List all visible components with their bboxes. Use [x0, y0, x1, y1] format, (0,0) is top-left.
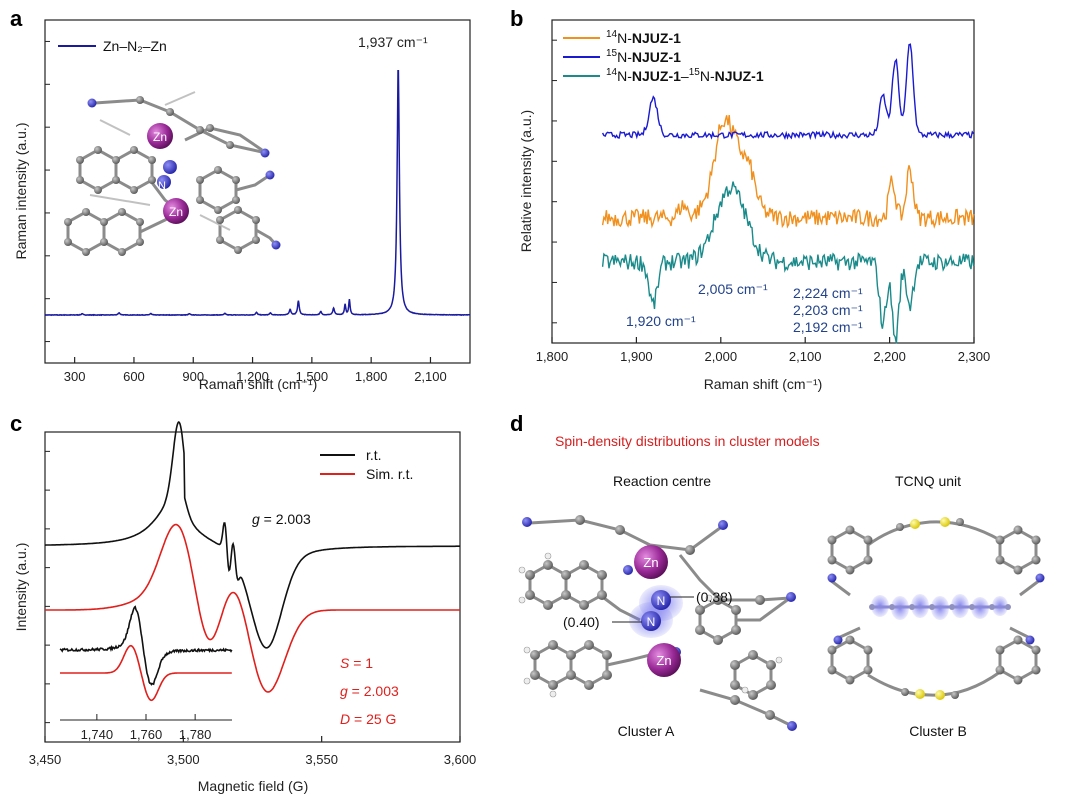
- inset-series-sim: [60, 644, 232, 702]
- spin-value-040: (0.40): [563, 614, 600, 630]
- legend-label-14n: 14N-NJUZ-1: [606, 29, 681, 46]
- panel-b-y-ticks: [552, 39, 557, 324]
- c-x-tick-label: 3,500: [167, 752, 200, 767]
- inset-tick-label: 1,740: [81, 727, 114, 742]
- c-x-tick-label: 3,550: [305, 752, 338, 767]
- y-axis-label-b: Relative intensity (a.u.): [518, 110, 534, 252]
- panel-c-inset: 1,740 1,760 1,780: [59, 605, 233, 742]
- series-line-14n-njuz-1: [601, 115, 975, 229]
- atom-label-n2-d: N: [647, 615, 656, 629]
- legend-label-rt: r.t.: [366, 447, 382, 463]
- inset-series-rt: [59, 605, 233, 686]
- panel-a-y-ticks: [45, 40, 50, 343]
- panel-label-c: c: [10, 411, 22, 436]
- g-value-label: g = 2.003: [252, 511, 311, 527]
- series-line-sim-rt: [45, 523, 460, 693]
- panel-a: a 300 600 900 1,200 1,500 1,800 2,100 Zn–N₂–Zn…: [10, 6, 471, 392]
- annotation-2192: 2,192 cm⁻¹: [793, 319, 863, 335]
- series-line-rt: [45, 421, 460, 649]
- panel-c-y-ticks: [45, 450, 50, 724]
- a-x-tick-label: 1,800: [355, 369, 388, 384]
- zn-n2-zn-structure-illustration: Zn N N Zn: [64, 91, 281, 256]
- y-axis-label-c: Intensity (a.u.): [13, 543, 29, 632]
- b-x-tick-label: 2,200: [873, 349, 906, 364]
- cluster-a-structure-illustration: Zn N N Zn (0.38) (0.40): [518, 515, 797, 731]
- sim-param-d: D = 25 G: [340, 711, 396, 727]
- tcnq-unit-header: TCNQ unit: [895, 473, 961, 489]
- x-axis-label-a: Raman shift (cm⁻¹): [199, 376, 318, 392]
- annotation-2005: 2,005 cm⁻¹: [698, 281, 768, 297]
- annotation-2224: 2,224 cm⁻¹: [793, 285, 863, 301]
- panel-c: c 3,450 3,500 3,550 3,600 r.t. Sim. r.t. g …: [10, 411, 476, 794]
- sim-param-g: g = 2.003: [340, 683, 399, 699]
- b-x-tick-label: 1,800: [536, 349, 569, 364]
- panel-label-b: b: [510, 6, 523, 31]
- series-line-zn-n2-zn: [44, 69, 470, 317]
- legend-label-a: Zn–N₂–Zn: [103, 38, 167, 54]
- atom-label-n2-a: N: [158, 180, 166, 192]
- peak-label-1937: 1,937 cm⁻¹: [358, 34, 428, 50]
- cluster-a-caption: Cluster A: [618, 723, 675, 739]
- atom-label-zn-bottom-d: Zn: [656, 653, 671, 668]
- cluster-b-caption: Cluster B: [909, 723, 967, 739]
- b-x-tick-label: 1,900: [620, 349, 653, 364]
- legend-label-15n: 15N-NJUZ-1: [606, 48, 681, 65]
- panel-a-frame: [44, 19, 471, 364]
- panel-b-frame: [551, 19, 975, 344]
- y-axis-label-a: Raman intensity (a.u.): [13, 123, 29, 260]
- a-x-tick-label: 1,500: [296, 369, 329, 384]
- x-axis-label-c: Magnetic field (G): [198, 778, 308, 794]
- panel-label-d: d: [510, 411, 523, 436]
- panel-c-x-ticks: 3,450 3,500 3,550 3,600: [29, 736, 477, 767]
- a-x-tick-label: 300: [64, 369, 86, 384]
- inset-tick-label: 1,760: [130, 727, 163, 742]
- annotation-1920: 1,920 cm⁻¹: [626, 313, 696, 329]
- a-x-tick-label: 600: [123, 369, 145, 384]
- atom-label-n1-a: N: [176, 162, 184, 174]
- a-x-tick-label: 1,200: [236, 369, 269, 384]
- panel-label-a: a: [10, 6, 23, 31]
- reaction-centre-header: Reaction centre: [613, 473, 711, 489]
- legend-label-sim: Sim. r.t.: [366, 466, 413, 482]
- inset-x-ticks: 1,740 1,760 1,780: [81, 714, 212, 742]
- panel-c-frame: [44, 431, 461, 743]
- panel-d: d Spin-density distributions in cluster …: [510, 411, 1045, 739]
- annotation-2203: 2,203 cm⁻¹: [793, 302, 863, 318]
- panel-d-title: Spin-density distributions in cluster mo…: [555, 433, 820, 449]
- series-line-difference: [601, 181, 975, 344]
- a-x-tick-label: 2,100: [414, 369, 447, 384]
- b-x-tick-label: 2,100: [789, 349, 822, 364]
- b-x-tick-label: 2,000: [705, 349, 738, 364]
- series-line-15n-njuz-1: [601, 43, 975, 141]
- atom-label-n1-d: N: [657, 594, 666, 608]
- atom-label-zn-top-a: Zn: [153, 130, 167, 144]
- spin-value-038: (0.38): [696, 589, 733, 605]
- panel-a-x-ticks: 300 600 900 1,200 1,500 1,800 2,100: [64, 357, 447, 384]
- atom-label-zn-top-d: Zn: [643, 555, 658, 570]
- x-axis-label-b: Raman shift (cm⁻¹): [704, 376, 823, 392]
- legend-label-difference: 14N-NJUZ-1–15N-NJUZ-1: [606, 67, 764, 84]
- panel-b-x-ticks: 1,800 1,900 2,000 2,100 2,200 2,300: [536, 337, 991, 364]
- panel-b: b 1,800 1,900 2,000 2,100 2,200 2,300 14N-NJU…: [510, 6, 990, 392]
- c-x-tick-label: 3,450: [29, 752, 62, 767]
- atom-label-zn-bottom-a: Zn: [169, 205, 183, 219]
- inset-tick-label: 1,780: [179, 727, 212, 742]
- b-x-tick-label: 2,300: [958, 349, 991, 364]
- sim-param-s: S = 1: [340, 655, 373, 671]
- cluster-b-structure-illustration: [827, 517, 1045, 700]
- a-x-tick-label: 900: [182, 369, 204, 384]
- c-x-tick-label: 3,600: [444, 752, 477, 767]
